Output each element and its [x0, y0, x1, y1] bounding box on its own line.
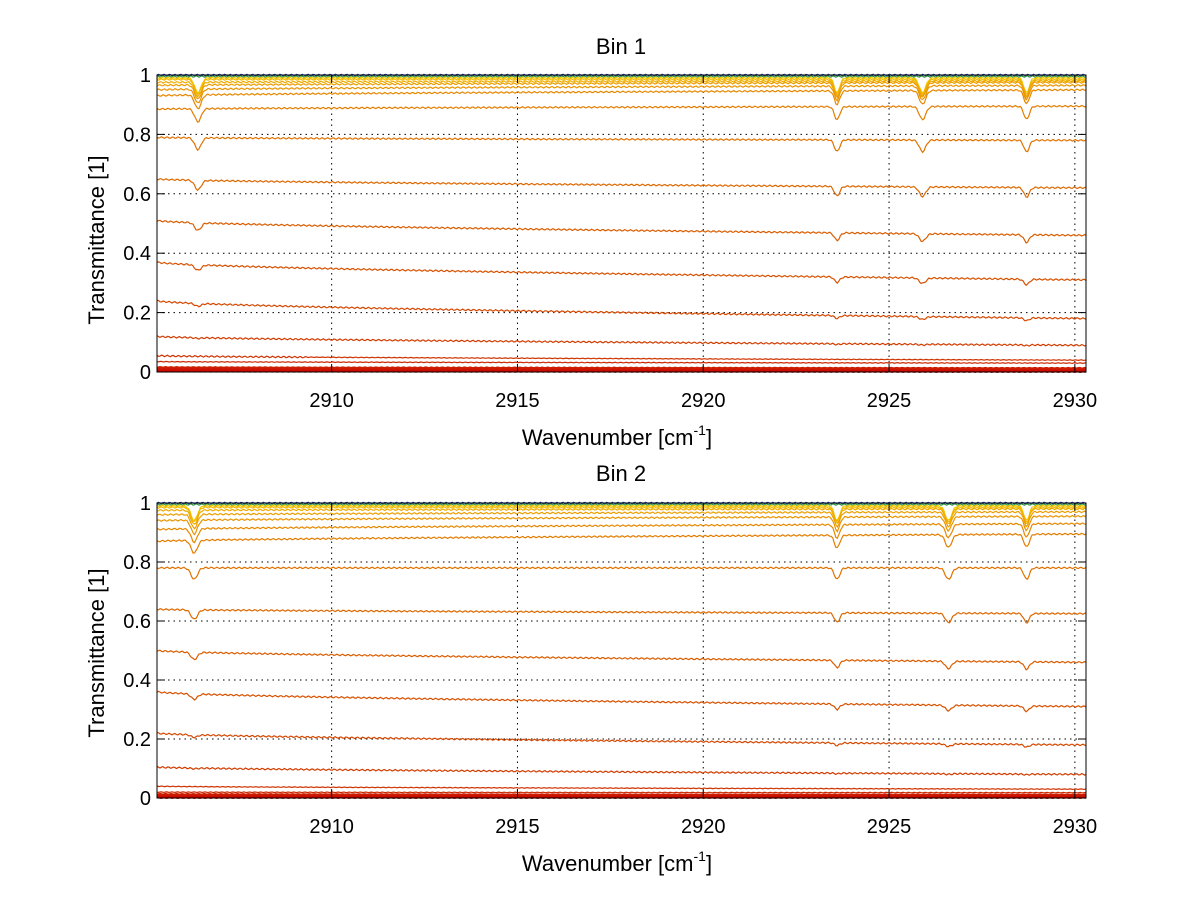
x-tick-label: 2910 — [309, 816, 354, 838]
series-line-s7 — [157, 84, 1086, 104]
y-tick-label: 0.8 — [123, 552, 151, 574]
series-line-s18 — [157, 792, 1086, 797]
x-tick-label: 2910 — [309, 390, 354, 412]
y-tick-label: 0 — [140, 362, 151, 384]
x-tick-label: 2915 — [495, 816, 540, 838]
x-tick-label: 2925 — [867, 390, 912, 412]
axes-box — [156, 74, 1087, 373]
x-tick-label: 2925 — [867, 816, 912, 838]
series-line-s6 — [157, 510, 1086, 530]
series-line-s12 — [157, 649, 1086, 671]
series-line-s9 — [157, 532, 1086, 554]
series-line-s8 — [157, 88, 1086, 110]
series-line-s14 — [157, 299, 1086, 322]
plot-area — [157, 75, 1086, 372]
series-line-s9 — [157, 104, 1086, 123]
series-line-s3 — [157, 76, 1086, 94]
series-line-s16 — [157, 354, 1086, 362]
x-tick-label: 2930 — [1053, 816, 1098, 838]
plot-area — [157, 503, 1086, 798]
series-line-s17 — [157, 791, 1086, 794]
y-tick-label: 0 — [140, 788, 151, 810]
y-axis-label: Transmittance [1] — [84, 568, 109, 737]
x-axis-label: Wavenumber [cm-1] — [522, 848, 712, 876]
y-tick-label: 0.6 — [123, 611, 151, 633]
series-line-s11 — [157, 178, 1086, 198]
series-line-s5 — [157, 79, 1086, 98]
series-line-s17 — [157, 360, 1086, 365]
series-line-s13 — [157, 261, 1086, 287]
x-tick-label: 2930 — [1053, 390, 1098, 412]
series-line-s4 — [157, 506, 1086, 523]
y-axis-label: Transmittance [1] — [84, 155, 109, 324]
series-line-s8 — [157, 522, 1086, 544]
series-line-s7 — [157, 514, 1086, 536]
series-line-s14 — [157, 732, 1086, 748]
subplot-bin-2: Bin 2 Transmittance [1] Wavenumber [cm-1… — [84, 461, 1097, 876]
chart-title: Bin 1 — [596, 34, 646, 59]
series-line-s3 — [157, 504, 1086, 521]
series-line-s10 — [157, 566, 1086, 580]
series-line-s15 — [157, 335, 1086, 347]
y-tick-label: 1 — [140, 65, 151, 87]
series-line-s10 — [157, 136, 1086, 154]
series-line-s2 — [157, 502, 1086, 506]
series-line-s6 — [157, 81, 1086, 100]
y-tick-label: 0.2 — [123, 303, 151, 325]
chart-title: Bin 2 — [596, 461, 646, 486]
y-tick-label: 0.8 — [123, 124, 151, 146]
subplot-bin-1: Bin 1 Transmittance [1] Wavenumber [cm-1… — [84, 34, 1097, 450]
y-tick-label: 1 — [140, 493, 151, 515]
y-tick-label: 0.6 — [123, 184, 151, 206]
series-line-s2 — [157, 74, 1086, 78]
series-line-s12 — [157, 219, 1086, 244]
x-tick-label: 2915 — [495, 390, 540, 412]
x-axis-label: Wavenumber [cm-1] — [522, 422, 712, 450]
x-tick-label: 2920 — [681, 816, 726, 838]
series-line-s15 — [157, 765, 1086, 776]
series-line-s11 — [157, 608, 1086, 624]
y-tick-label: 0.2 — [123, 729, 151, 751]
series-group — [157, 73, 1086, 373]
series-line-s5 — [157, 507, 1086, 525]
y-tick-label: 0.4 — [123, 670, 151, 692]
series-line-s18 — [157, 366, 1086, 370]
series-line-s4 — [157, 78, 1086, 96]
series-line-s13 — [157, 690, 1086, 713]
y-tick-label: 0.4 — [123, 243, 151, 265]
series-line-s16 — [157, 785, 1086, 791]
x-tick-label: 2920 — [681, 390, 726, 412]
axes-box — [156, 502, 1087, 799]
